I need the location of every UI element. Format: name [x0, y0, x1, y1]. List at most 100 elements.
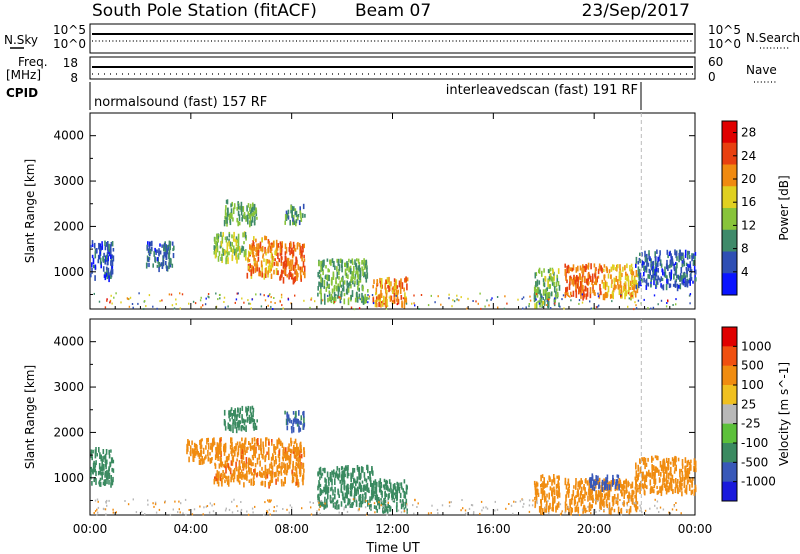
power-cell: [646, 253, 648, 260]
power-cell: [275, 239, 278, 246]
velocity-cell: [542, 483, 544, 490]
velocity-cell: [553, 474, 555, 481]
power-cell: [277, 243, 280, 248]
velocity-band-cell: [273, 510, 275, 513]
velocity-cell: [342, 470, 344, 477]
velocity-cell: [577, 488, 579, 493]
velocity-cell: [549, 486, 552, 491]
velocity-band-cell: [387, 500, 389, 503]
velocity-cell: [249, 406, 252, 414]
velocity-cell: [606, 484, 609, 489]
power-band-cell: [689, 294, 691, 297]
velocity-cell: [223, 449, 226, 456]
velocity-cell: [289, 418, 291, 424]
velocity-cell: [220, 457, 222, 465]
power-cell: [384, 296, 387, 304]
power-colorbar-tick-label: 12: [741, 218, 756, 232]
velocity-cell: [303, 450, 306, 458]
power-cell: [541, 270, 543, 277]
velocity-cell: [93, 467, 95, 473]
velocity-cell: [373, 482, 375, 488]
power-cell: [225, 212, 227, 218]
velocity-cell: [327, 493, 329, 500]
power-band-cell: [241, 297, 243, 300]
power-band-cell: [385, 292, 388, 295]
power-cell: [111, 241, 114, 247]
power-cell: [284, 220, 286, 225]
power-cell: [213, 250, 216, 255]
velocity-band-cell: [485, 506, 487, 509]
power-cell: [386, 298, 388, 306]
velocity-cell: [325, 478, 327, 486]
power-cell: [624, 281, 627, 285]
power-cell: [321, 281, 324, 288]
velocity-cell: [209, 446, 212, 450]
velocity-cell: [545, 507, 548, 513]
power-cell: [274, 249, 277, 255]
power-cell: [694, 255, 696, 261]
power-cell: [280, 256, 283, 260]
power-cell: [235, 236, 238, 240]
power-cell: [282, 270, 284, 274]
station-title: South Pole Station (fitACF): [92, 1, 317, 21]
velocity-cell: [335, 470, 338, 477]
velocity-cell: [651, 470, 653, 474]
power-cell: [628, 285, 630, 290]
power-cell: [296, 271, 298, 275]
velocity-cell: [216, 473, 218, 479]
power-cell: [325, 265, 327, 269]
power-colorbar-segment: [722, 229, 737, 252]
velocity-cell: [248, 466, 250, 472]
velocity-cell: [278, 450, 280, 456]
velocity-cell: [245, 457, 248, 464]
velocity-cell: [290, 437, 292, 444]
power-band-cell: [335, 294, 337, 296]
velocity-cell: [686, 475, 688, 480]
power-cell: [400, 278, 402, 284]
power-cell: [272, 256, 275, 262]
power-cell: [619, 278, 622, 283]
power-band-cell: [188, 302, 190, 305]
velocity-band-cell: [319, 505, 322, 508]
velocity-band-cell: [654, 498, 656, 501]
velocity-cell: [620, 509, 622, 514]
velocity-cell: [396, 481, 398, 485]
velocity-cell: [228, 426, 231, 431]
power-cell: [399, 282, 402, 290]
velocity-cell: [327, 486, 330, 493]
power-band-cell: [554, 297, 556, 300]
power-cell: [303, 271, 306, 277]
velocity-band-cell: [334, 503, 336, 506]
velocity-region-6: [372, 478, 408, 514]
power-cell: [90, 244, 92, 248]
power-band-cell: [287, 298, 290, 301]
power-cell: [253, 236, 255, 241]
power-cell: [645, 278, 648, 286]
velocity-cell: [681, 471, 684, 476]
velocity-cell: [187, 446, 189, 452]
power-band-cell: [405, 302, 408, 305]
power-band-cell: [643, 298, 645, 301]
velocity-band-cell: [560, 512, 563, 515]
power-cell: [281, 271, 283, 277]
power-cell: [283, 260, 286, 267]
frequency-tick-bottom: 8: [70, 71, 78, 85]
power-cell: [621, 292, 623, 299]
velocity-cell: [346, 472, 349, 479]
velocity-cell: [200, 438, 202, 443]
power-cell: [262, 253, 265, 257]
velocity-band-cell: [675, 508, 678, 511]
power-cell: [679, 283, 682, 290]
velocity-cell: [557, 483, 559, 488]
velocity-band-cell: [96, 498, 99, 501]
velocity-cell: [297, 463, 299, 468]
velocity-cell: [384, 480, 387, 487]
x-tick-label: 16:00: [476, 522, 511, 536]
power-cell: [250, 269, 252, 277]
power-cell: [292, 217, 294, 222]
power-band-cell: [353, 308, 356, 311]
velocity-cell: [386, 480, 388, 484]
power-cell: [241, 247, 243, 253]
velocity-cell: [358, 474, 360, 480]
power-cell: [627, 279, 630, 287]
